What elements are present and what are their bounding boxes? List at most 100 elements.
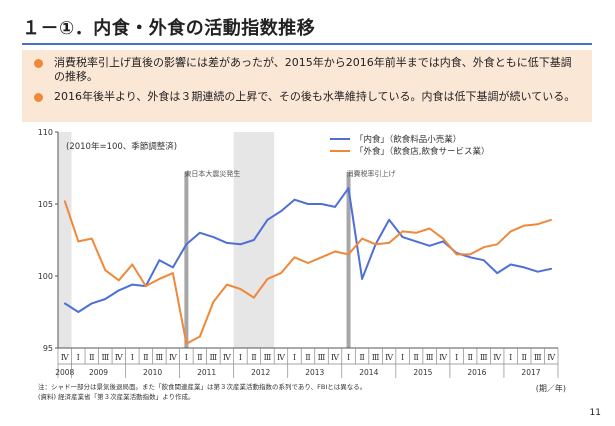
series-0-point-2: [90, 302, 93, 305]
series-0-point-0: [63, 302, 66, 305]
series-1-point-13: [239, 288, 242, 290]
series-1-point-4: [117, 279, 120, 282]
quarter-label-31: Ⅲ: [480, 353, 488, 362]
quarter-label-24: Ⅳ: [385, 353, 394, 362]
quarter-label-5: Ⅰ: [131, 353, 134, 362]
series-1-point-18: [307, 262, 309, 264]
series-0-point-3: [104, 298, 107, 300]
series-1-point-34: [523, 224, 526, 227]
page-number: 11: [589, 408, 601, 418]
series-0-point-7: [158, 259, 161, 262]
quarter-label-23: Ⅲ: [372, 353, 380, 362]
quarter-label-12: Ⅳ: [223, 353, 232, 362]
quarter-label-36: Ⅳ: [547, 353, 556, 362]
series-0-point-36: [550, 267, 553, 270]
y-tick-label-3: 110: [38, 128, 53, 137]
series-0-point-9: [185, 243, 188, 246]
page-title: １－①．内食・外食の活動指数推移: [22, 18, 316, 39]
y-tick-label-1: 100: [38, 272, 53, 281]
series-1-point-26: [415, 231, 418, 234]
series-1-point-17: [293, 256, 296, 259]
year-label-4: 2012: [251, 368, 270, 377]
year-label-6: 2014: [359, 368, 378, 377]
series-0-point-14: [253, 239, 255, 241]
series-0-point-12: [226, 241, 228, 244]
series-0-point-4: [117, 289, 120, 292]
chart-subtitle: (2010年=100、季節調整済): [66, 141, 177, 152]
event-label-0: 東日本大震災発生: [184, 169, 240, 178]
quarter-label-26: Ⅱ: [413, 353, 418, 362]
series-0-point-31: [482, 259, 485, 262]
series-1-point-0: [63, 200, 66, 203]
quarter-label-3: Ⅲ: [101, 353, 109, 362]
series-0-point-17: [293, 198, 296, 201]
event-bar-0: [184, 172, 189, 348]
footnote: 注：シャド一部分は景気後退局面。また「飲食関連産業」は第３次産業活動指数の系列で…: [38, 382, 366, 391]
quarter-label-11: Ⅲ: [210, 353, 218, 362]
year-label-9: 2017: [521, 368, 540, 377]
series-0-point-13: [239, 243, 242, 246]
quarter-label-25: Ⅰ: [401, 353, 404, 362]
series-0-point-5: [131, 283, 134, 286]
series-1-point-33: [509, 230, 512, 233]
series-1-point-6: [144, 285, 147, 287]
series-1-point-20: [334, 250, 336, 253]
series-1-point-9: [185, 342, 188, 345]
series-0-point-8: [171, 266, 174, 269]
series-0-point-19: [320, 203, 323, 205]
quarter-label-32: Ⅳ: [493, 353, 502, 362]
event-label-1: 消費税率引上げ: [347, 169, 396, 178]
series-0-point-1: [77, 311, 80, 313]
year-label-8: 2016: [467, 368, 486, 377]
year-label-0: 2008: [55, 368, 74, 377]
quarter-label-30: Ⅱ: [467, 353, 472, 362]
series-0-point-34: [523, 266, 526, 269]
series-1-point-30: [469, 253, 472, 256]
quarter-label-34: Ⅱ: [521, 353, 526, 362]
series-0-point-20: [334, 205, 336, 208]
event-bar-1: [346, 172, 351, 348]
series-0-point-11: [212, 236, 215, 239]
series-0-point-26: [415, 240, 418, 243]
series-1-point-22: [361, 237, 363, 240]
recession-shade-0: [58, 132, 72, 348]
quarter-label-29: Ⅰ: [455, 353, 458, 362]
quarter-label-2: Ⅱ: [89, 353, 94, 362]
series-1-point-8: [171, 272, 174, 275]
series-1-point-31: [482, 246, 485, 249]
summary-text-1: 消費税率引上げ直後の影響には差があったが、2015年から2016年前半までは内食…: [54, 56, 572, 83]
series-1-point-32: [496, 243, 499, 246]
quarter-label-10: Ⅱ: [197, 353, 202, 362]
legend-label-0: 「内食」（飲食料品小売業）: [355, 134, 461, 145]
series-1-point-1: [77, 240, 80, 243]
quarter-label-6: Ⅱ: [143, 353, 148, 362]
series-0-point-21: [347, 187, 350, 190]
x-unit-label: (期／年): [536, 383, 566, 393]
title-underline: [22, 43, 592, 45]
quarter-label-33: Ⅰ: [509, 353, 512, 362]
series-0-point-27: [428, 244, 431, 247]
y-tick-label-0: 95: [43, 344, 53, 353]
series-1-point-24: [388, 241, 390, 244]
series-0-point-10: [198, 231, 201, 234]
quarter-label-20: Ⅳ: [331, 353, 340, 362]
series-0-point-28: [442, 240, 445, 243]
legend-label-1: 「外食」（飲食店,飲食サービス業）: [355, 146, 489, 157]
series-1-point-29: [455, 253, 458, 256]
quarter-label-18: Ⅱ: [305, 353, 310, 362]
bullet-dot-icon: [34, 59, 43, 68]
summary-bullet-2: 2016年後半より、外食は３期連続の上昇で、その後も水準維持している。内食は低下…: [34, 90, 582, 104]
series-1-point-25: [401, 230, 404, 233]
series-0-point-25: [401, 236, 404, 239]
quarter-label-14: Ⅱ: [251, 353, 256, 362]
quarter-label-4: Ⅳ: [115, 353, 124, 362]
summary-bullet-1: 消費税率引上げ直後の影響には差があったが、2015年から2016年前半までは内食…: [34, 56, 582, 84]
quarter-label-13: Ⅰ: [239, 353, 242, 362]
series-1-point-10: [198, 335, 201, 338]
quarter-label-17: Ⅰ: [293, 353, 296, 362]
quarter-label-28: Ⅳ: [439, 353, 448, 362]
quarter-label-7: Ⅲ: [155, 353, 163, 362]
series-1-point-5: [131, 263, 134, 266]
series-1-point-7: [158, 277, 161, 280]
